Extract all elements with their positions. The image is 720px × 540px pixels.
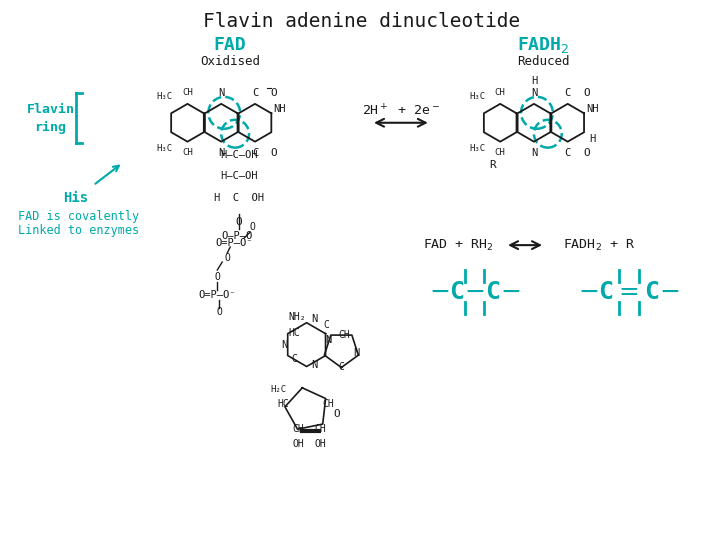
Text: C: C — [323, 320, 330, 330]
Text: C: C — [338, 361, 344, 372]
Text: CH: CH — [293, 424, 305, 434]
Text: N: N — [218, 88, 225, 98]
Text: FADH$_2$: FADH$_2$ — [517, 35, 569, 55]
Text: C: C — [564, 88, 571, 98]
Text: OH: OH — [315, 439, 326, 449]
Text: N: N — [218, 147, 225, 158]
Text: CH: CH — [182, 148, 193, 157]
Text: NH₂: NH₂ — [288, 312, 305, 322]
Text: H₃C: H₃C — [156, 92, 173, 102]
Text: H₃C: H₃C — [156, 144, 173, 153]
Text: O: O — [271, 88, 277, 98]
Text: CH: CH — [182, 89, 193, 97]
Text: H₃C: H₃C — [469, 92, 485, 102]
Text: NH: NH — [274, 104, 286, 114]
Text: H: H — [531, 76, 537, 86]
Text: FAD: FAD — [214, 36, 246, 54]
Text: C: C — [252, 88, 258, 98]
Text: N: N — [312, 314, 318, 324]
Text: 2H$^+$ + 2e$^-$: 2H$^+$ + 2e$^-$ — [361, 103, 440, 118]
Text: H: H — [590, 134, 595, 144]
Text: CH: CH — [495, 89, 505, 97]
Text: O: O — [583, 147, 590, 158]
Text: N: N — [531, 147, 537, 158]
Text: OH: OH — [293, 439, 305, 449]
Text: O: O — [271, 147, 277, 158]
Text: O: O — [224, 253, 230, 263]
Text: NH: NH — [586, 104, 599, 114]
Text: FAD + RH$_2$: FAD + RH$_2$ — [423, 238, 494, 253]
Text: N: N — [325, 335, 332, 345]
Text: O: O — [583, 88, 590, 98]
Text: CH: CH — [338, 329, 350, 340]
Text: O: O — [249, 222, 255, 232]
Text: O: O — [235, 217, 243, 227]
Text: His: His — [63, 191, 88, 205]
Text: HC: HC — [289, 328, 300, 338]
Text: O: O — [333, 409, 340, 419]
Text: CH: CH — [495, 148, 505, 157]
Text: O=P—O⁻: O=P—O⁻ — [199, 290, 236, 300]
Text: H  C  OH: H C OH — [214, 193, 264, 204]
Text: HC: HC — [277, 399, 289, 409]
Text: H₃C: H₃C — [469, 144, 485, 153]
Text: N: N — [531, 88, 537, 98]
Text: Flavin
ring: Flavin ring — [27, 103, 74, 134]
Text: FADH$_2$ + R: FADH$_2$ + R — [563, 238, 636, 253]
Text: H₂C: H₂C — [271, 385, 287, 394]
Text: CH: CH — [323, 399, 334, 409]
Text: O: O — [216, 307, 222, 317]
Text: O: O — [215, 272, 220, 282]
Text: Flavin adenine dinucleotide: Flavin adenine dinucleotide — [202, 12, 520, 31]
Text: O=P—O⁻: O=P—O⁻ — [215, 238, 253, 248]
Text: $-$C$=$C$-$: $-$C$=$C$-$ — [578, 280, 680, 304]
Text: C: C — [252, 147, 258, 158]
Text: N: N — [282, 340, 288, 349]
Text: $-$C$-$C$-$: $-$C$-$C$-$ — [429, 280, 521, 304]
Text: C: C — [292, 354, 297, 363]
Text: R: R — [489, 159, 495, 170]
Text: FAD is covalently: FAD is covalently — [18, 210, 139, 223]
Text: Reduced: Reduced — [517, 55, 569, 68]
Text: CH: CH — [315, 424, 326, 434]
Text: N: N — [312, 360, 318, 369]
Text: O—P—O: O—P—O — [222, 231, 253, 241]
Text: Linked to enzymes: Linked to enzymes — [18, 224, 139, 237]
Text: N: N — [353, 348, 359, 357]
Text: H—C—OH: H—C—OH — [220, 150, 258, 160]
Text: Oxidised: Oxidised — [200, 55, 260, 68]
Text: C: C — [564, 147, 571, 158]
Text: H—C—OH: H—C—OH — [220, 172, 258, 181]
